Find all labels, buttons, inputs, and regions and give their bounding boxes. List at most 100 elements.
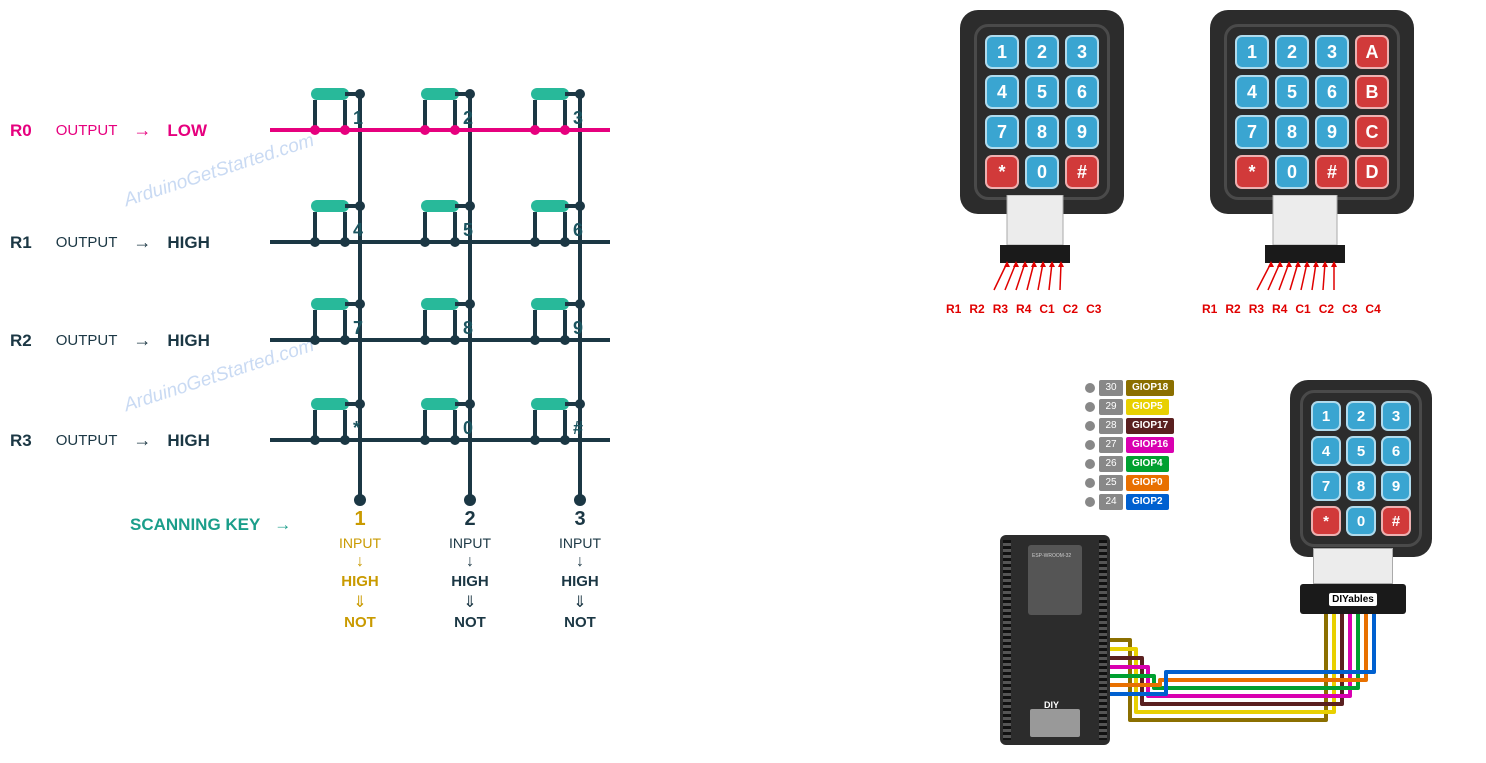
pin-label: C3 (1342, 302, 1357, 316)
svg-text:2: 2 (463, 108, 473, 128)
svg-text:0: 0 (463, 418, 473, 438)
keypad-key: 9 (1381, 471, 1411, 501)
keypad-key: 5 (1275, 75, 1309, 109)
keypad-key: # (1065, 155, 1099, 189)
diy-connector: DIYables (1300, 584, 1406, 614)
row-label-r2: R2 OUTPUT → HIGH (10, 330, 210, 351)
gpio-row: 28GIOP17 (1085, 418, 1174, 434)
keypad-key: 3 (1381, 401, 1411, 431)
svg-text:1: 1 (353, 108, 363, 128)
keypad-key: 6 (1065, 75, 1099, 109)
wiring-diagram: 30GIOP1829GIOP528GIOP1727GIOP1626GIOP425… (1000, 380, 1470, 750)
keypad-key: 8 (1025, 115, 1059, 149)
keypad-key: 2 (1025, 35, 1059, 69)
keypad-key: 8 (1275, 115, 1309, 149)
gpio-row: 27GIOP16 (1085, 437, 1174, 453)
keypad-key: 4 (1235, 75, 1269, 109)
keypad-key: 3 (1065, 35, 1099, 69)
pin-label: C2 (1063, 302, 1078, 316)
pin-label: R4 (1016, 302, 1031, 316)
keypad-key: 7 (1311, 471, 1341, 501)
keypad-key: 4 (1311, 436, 1341, 466)
pin-label: R4 (1272, 302, 1287, 316)
keypad-key: 9 (1315, 115, 1349, 149)
keypad-key: 8 (1346, 471, 1376, 501)
pin-label: R3 (1249, 302, 1264, 316)
pin-label: C1 (1295, 302, 1310, 316)
keypad-key: # (1381, 506, 1411, 536)
pin-label: C3 (1086, 302, 1101, 316)
diy-logo: DIY (1044, 700, 1059, 710)
keypad-4x4: 123A 456B 789C *0#D (1210, 10, 1414, 214)
pin-label: C2 (1319, 302, 1334, 316)
ribbon-wiring (1313, 548, 1393, 584)
pin-label: C4 (1365, 302, 1380, 316)
keypad-key: 9 (1065, 115, 1099, 149)
pin-labels-4x4: R1 R2 R3 R4 C1 C2 C3 C4 (1202, 302, 1381, 316)
keypad-key: C (1355, 115, 1389, 149)
gpio-row: 24GIOP2 (1085, 494, 1174, 510)
svg-text:3: 3 (573, 108, 583, 128)
ribbon-4x4 (1215, 195, 1415, 315)
pin-labels-3x4: R1 R2 R3 R4 C1 C2 C3 (946, 302, 1101, 316)
keypad-key: A (1355, 35, 1389, 69)
svg-text:*: * (353, 418, 360, 438)
scanning-arrow-icon: → (274, 515, 291, 534)
keypad-key: 7 (1235, 115, 1269, 149)
keypad-key: * (985, 155, 1019, 189)
svg-text:7: 7 (353, 318, 363, 338)
keypad-wiring: 123 456 789 *0# (1290, 380, 1432, 557)
keypad-key: 1 (1311, 401, 1341, 431)
scanning-key-label: SCANNING KEY → (130, 515, 291, 535)
keypad-key: D (1355, 155, 1389, 189)
keypad-key: * (1235, 155, 1269, 189)
keypad-key: 6 (1315, 75, 1349, 109)
keypad-key: 3 (1315, 35, 1349, 69)
keypad-key: 1 (1235, 35, 1269, 69)
keypad-key: 1 (985, 35, 1019, 69)
scan-col-2: 2 INPUT ↓ HIGH ⇓ NOT (435, 508, 505, 633)
gpio-row: 25GIOP0 (1085, 475, 1174, 491)
pin-label: R2 (1225, 302, 1240, 316)
gpio-row: 26GIOP4 (1085, 456, 1174, 472)
svg-text:6: 6 (573, 220, 583, 240)
keypad-key: # (1315, 155, 1349, 189)
gpio-legend: 30GIOP18 29GIOP5 28GIOP17 27GIOP16 26GIOP4 25… (1085, 380, 1174, 513)
scan-col-3: 3 INPUT ↓ HIGH ⇓ NOT (545, 508, 615, 633)
esp-chip-label: ESP-WROOM-32 (1032, 553, 1071, 559)
pin-label: C1 (1039, 302, 1054, 316)
pin-label: R2 (969, 302, 984, 316)
keypad-key: 0 (1275, 155, 1309, 189)
keypad-key: B (1355, 75, 1389, 109)
scanning-text: SCANNING KEY (130, 515, 260, 534)
keypad-key: 7 (985, 115, 1019, 149)
svg-text:8: 8 (463, 318, 473, 338)
svg-text:5: 5 (463, 220, 473, 240)
gpio-row: 29GIOP5 (1085, 399, 1174, 415)
pin-label: R1 (1202, 302, 1217, 316)
keypad-key: 0 (1025, 155, 1059, 189)
keypad-key: * (1311, 506, 1341, 536)
keypad-key: 4 (985, 75, 1019, 109)
pin-label: R3 (993, 302, 1008, 316)
keypad-key: 2 (1275, 35, 1309, 69)
keypad-key: 2 (1346, 401, 1376, 431)
pin-label: R1 (946, 302, 961, 316)
keypad-key: 5 (1346, 436, 1376, 466)
scan-col-1: 1 INPUT ↓ HIGH ⇓ NOT (325, 508, 395, 633)
gpio-row: 30GIOP18 (1085, 380, 1174, 396)
matrix-svg: 1 2 3 4 5 6 7 8 9 * 0 # (270, 50, 710, 530)
row-label-r3: R3 OUTPUT → HIGH (10, 430, 210, 451)
row-label-r0: R0 OUTPUT → LOW (10, 120, 207, 141)
esp32-board: ESP-WROOM-32 DIY (1000, 535, 1110, 745)
row-label-r1: R1 OUTPUT → HIGH (10, 232, 210, 253)
svg-text:#: # (573, 418, 583, 438)
keypad-3x4: 123 456 789 *0# (960, 10, 1124, 214)
keypad-key: 0 (1346, 506, 1376, 536)
svg-text:4: 4 (353, 220, 363, 240)
keypad-key: 5 (1025, 75, 1059, 109)
matrix-scan-diagram: ArduinoGetStarted.com ArduinoGetStarted.… (10, 30, 710, 730)
ribbon-3x4 (955, 195, 1115, 315)
svg-text:9: 9 (573, 318, 583, 338)
keypad-key: 6 (1381, 436, 1411, 466)
